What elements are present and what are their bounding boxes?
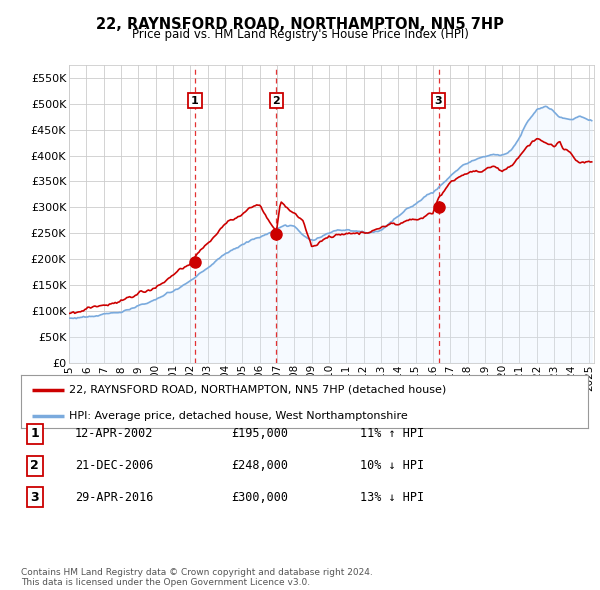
Text: 29-APR-2016: 29-APR-2016 bbox=[75, 491, 154, 504]
Text: 3: 3 bbox=[31, 491, 39, 504]
Text: 2: 2 bbox=[31, 459, 39, 472]
Text: 21-DEC-2006: 21-DEC-2006 bbox=[75, 459, 154, 472]
Text: £195,000: £195,000 bbox=[231, 427, 288, 440]
Text: 3: 3 bbox=[435, 96, 442, 106]
Text: 1: 1 bbox=[31, 427, 39, 440]
Text: 22, RAYNSFORD ROAD, NORTHAMPTON, NN5 7HP: 22, RAYNSFORD ROAD, NORTHAMPTON, NN5 7HP bbox=[96, 17, 504, 31]
Text: 2: 2 bbox=[272, 96, 280, 106]
Text: £248,000: £248,000 bbox=[231, 459, 288, 472]
Text: 22, RAYNSFORD ROAD, NORTHAMPTON, NN5 7HP (detached house): 22, RAYNSFORD ROAD, NORTHAMPTON, NN5 7HP… bbox=[69, 385, 446, 395]
Text: Price paid vs. HM Land Registry's House Price Index (HPI): Price paid vs. HM Land Registry's House … bbox=[131, 28, 469, 41]
Text: HPI: Average price, detached house, West Northamptonshire: HPI: Average price, detached house, West… bbox=[69, 411, 408, 421]
Text: 12-APR-2002: 12-APR-2002 bbox=[75, 427, 154, 440]
Text: 10% ↓ HPI: 10% ↓ HPI bbox=[360, 459, 424, 472]
Text: Contains HM Land Registry data © Crown copyright and database right 2024.
This d: Contains HM Land Registry data © Crown c… bbox=[21, 568, 373, 587]
Text: 1: 1 bbox=[191, 96, 199, 106]
Text: 11% ↑ HPI: 11% ↑ HPI bbox=[360, 427, 424, 440]
Text: 13% ↓ HPI: 13% ↓ HPI bbox=[360, 491, 424, 504]
Text: £300,000: £300,000 bbox=[231, 491, 288, 504]
